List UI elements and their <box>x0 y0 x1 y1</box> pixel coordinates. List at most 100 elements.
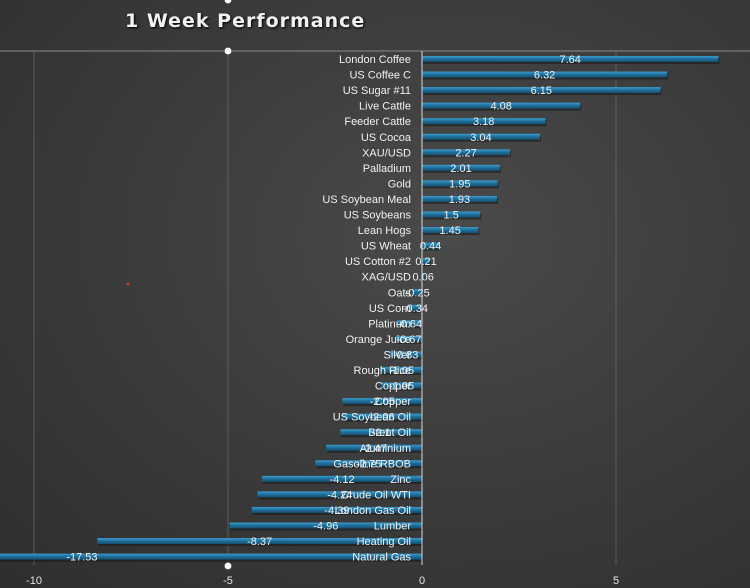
selection-handle <box>224 47 232 55</box>
bar <box>422 71 668 78</box>
bar <box>257 491 422 498</box>
bar <box>342 413 422 420</box>
chart-title: 1 Week Performance <box>125 10 366 32</box>
selection-handle <box>224 562 232 570</box>
bar <box>422 180 498 187</box>
bar <box>381 382 422 389</box>
category-label: Crude Oil WTI <box>341 489 411 501</box>
data-label: -0.67 <box>396 334 421 346</box>
x-tick-label: -10 <box>26 575 42 587</box>
category-label: US Wheat <box>361 241 411 253</box>
bar <box>408 304 422 311</box>
data-label: -0.64 <box>397 318 422 330</box>
data-label: -1.05 <box>389 381 414 393</box>
data-label: -0.34 <box>403 303 428 315</box>
bar <box>340 429 422 436</box>
bar <box>262 475 422 482</box>
bar <box>422 87 661 94</box>
data-label: -2.75 <box>356 458 381 470</box>
category-label: Rough Rice <box>354 365 411 377</box>
category-label: Gasoline RBOB <box>333 458 411 470</box>
bar <box>315 460 422 467</box>
data-label: 2.01 <box>450 163 471 175</box>
category-label: Oats <box>388 287 412 299</box>
bar <box>422 211 481 218</box>
data-label: -4.39 <box>324 505 349 517</box>
bar <box>389 351 422 358</box>
x-tick-label: 0 <box>419 575 425 587</box>
data-label: 6.32 <box>534 70 555 82</box>
category-label: Aluminium <box>360 443 411 455</box>
category-label: Heating Oil <box>357 536 411 548</box>
bar <box>97 538 422 545</box>
bar <box>326 444 422 451</box>
data-label: -1.05 <box>389 365 414 377</box>
category-label: London Gas Oil <box>335 505 411 517</box>
category-label: US Sugar #11 <box>343 85 411 97</box>
data-label: -2.05 <box>370 396 395 408</box>
bar <box>422 273 425 280</box>
bar <box>422 227 479 234</box>
data-label: -17.53 <box>66 552 97 564</box>
bar <box>381 367 422 373</box>
bar <box>422 102 581 109</box>
data-label: 2.27 <box>455 147 476 159</box>
category-label: London Coffee <box>339 54 411 66</box>
data-label: 1.93 <box>449 194 470 206</box>
bar <box>342 398 422 405</box>
category-label: XAG/USD <box>361 272 411 284</box>
category-label: Live Cattle <box>359 101 411 113</box>
bar <box>422 149 511 156</box>
selection-handle <box>224 0 232 4</box>
data-label: 7.64 <box>560 54 581 66</box>
data-label: 6.15 <box>531 85 552 97</box>
category-label: Copper <box>375 396 411 408</box>
category-label: Platinum <box>368 318 411 330</box>
data-label: 0.06 <box>412 272 433 284</box>
data-label: -2.47 <box>362 443 387 455</box>
data-label: -0.25 <box>405 287 430 299</box>
category-label: Palladium <box>363 163 411 175</box>
marker-dot <box>126 282 130 286</box>
category-label: XAU/USD <box>362 147 411 159</box>
data-label: 1.95 <box>449 178 470 190</box>
data-label: -4.12 <box>330 474 355 486</box>
data-label: 0.21 <box>415 256 436 268</box>
data-label: 1.45 <box>439 225 460 237</box>
bar <box>0 553 422 560</box>
category-label: US Corn <box>369 303 411 315</box>
category-label: Orange Juice <box>346 334 411 346</box>
bar <box>422 242 440 249</box>
data-label: -4.24 <box>327 489 352 501</box>
bar <box>396 335 422 342</box>
data-label: 4.08 <box>490 101 511 113</box>
data-label: 1.5 <box>443 210 458 222</box>
bar <box>412 289 422 296</box>
data-label: -2.06 <box>369 412 394 424</box>
bar <box>422 133 540 140</box>
data-label: 3.04 <box>470 132 491 144</box>
category-label: Copper <box>375 381 411 393</box>
x-tick-label: 5 <box>613 575 619 587</box>
data-label: -0.83 <box>393 349 418 361</box>
category-label: US Soybeans <box>344 210 412 222</box>
bar <box>422 118 546 125</box>
data-label: -2.1 <box>372 427 391 439</box>
bar <box>422 195 497 202</box>
data-label: 0.44 <box>420 241 441 253</box>
category-label: Gold <box>388 178 411 190</box>
category-label: US Soybean Oil <box>333 412 411 424</box>
bar <box>422 258 431 265</box>
category-label: Zinc <box>390 474 411 486</box>
category-label: Lean Hogs <box>358 225 412 237</box>
category-label: Lumber <box>374 521 412 533</box>
category-label: Brent Oil <box>368 427 411 439</box>
bar <box>422 56 719 62</box>
bar <box>251 506 422 513</box>
data-label: -8.37 <box>247 536 272 548</box>
bar <box>397 320 422 327</box>
category-label: Natural Gas <box>352 552 411 564</box>
bar <box>229 522 422 529</box>
category-label: US Soybean Meal <box>322 194 411 206</box>
